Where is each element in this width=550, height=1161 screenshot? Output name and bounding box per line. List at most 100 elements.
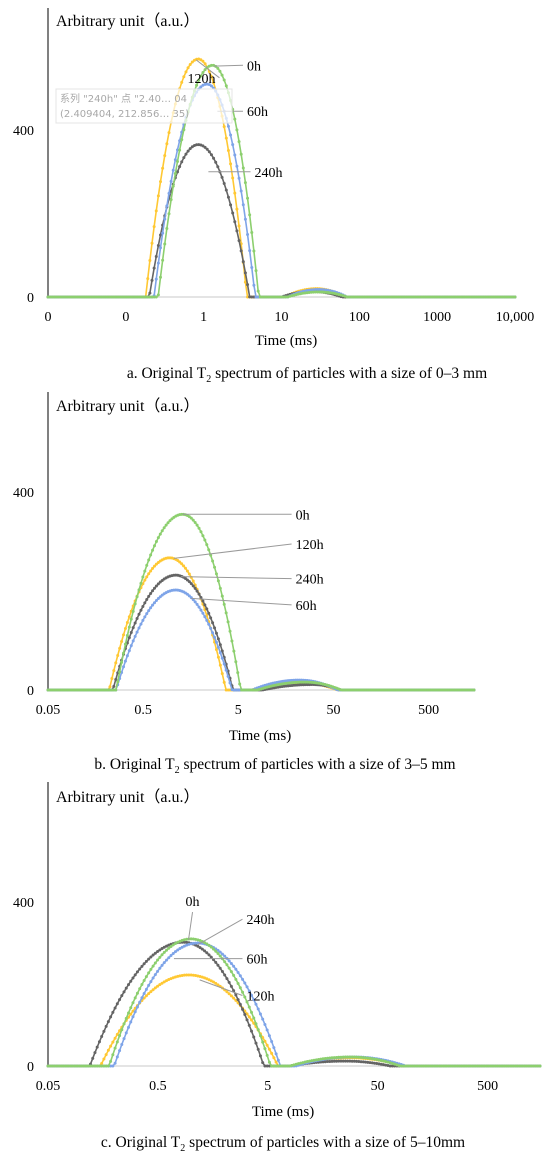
data-point-0h (433, 1064, 437, 1068)
data-point-0h (111, 1053, 115, 1057)
data-point-0h (164, 523, 168, 527)
data-point-60h (234, 967, 238, 971)
data-point-0h (222, 78, 226, 82)
data-point-120h (207, 978, 211, 982)
data-point-240h (256, 1047, 260, 1051)
data-point-0h (158, 955, 162, 959)
data-point-120h (146, 277, 150, 281)
data-point-0h (230, 639, 234, 643)
series-label: 120h (187, 72, 215, 87)
data-point-120h (235, 207, 239, 211)
data-point-0h (488, 295, 492, 299)
data-point-0h (158, 532, 162, 536)
series-label: 60h (247, 105, 268, 120)
label-0h: 0h (213, 59, 261, 74)
data-point-0h (321, 1057, 325, 1061)
data-point-0h (422, 1064, 426, 1068)
data-point-0h (68, 1064, 72, 1068)
data-point-60h (187, 594, 191, 598)
data-point-240h (198, 946, 202, 950)
data-point-240h (229, 984, 233, 988)
data-point-120h (129, 1012, 133, 1016)
data-point-60h (137, 626, 141, 630)
data-point-60h (209, 84, 213, 88)
data-point-120h (232, 996, 236, 1000)
data-point-0h (531, 1064, 535, 1068)
data-point-60h (229, 961, 233, 965)
data-point-60h (149, 980, 153, 984)
data-point-60h (169, 179, 173, 183)
data-point-0h (176, 940, 180, 944)
data-point-240h (114, 677, 118, 681)
data-point-0h (408, 1064, 412, 1068)
data-point-240h (133, 621, 137, 625)
data-point-240h (207, 953, 211, 957)
data-point-0h (59, 295, 63, 299)
data-point-0h (99, 295, 103, 299)
data-point-0h (78, 295, 82, 299)
data-point-120h (191, 973, 195, 977)
data-point-120h (161, 166, 165, 170)
data-point-240h (232, 989, 236, 993)
data-point-0h (112, 295, 116, 299)
data-point-120h (163, 154, 167, 158)
data-point-60h (248, 249, 252, 253)
series-60h (46, 588, 476, 692)
data-point-120h (184, 70, 188, 74)
data-point-120h (150, 241, 154, 245)
data-point-120h (226, 149, 230, 153)
data-point-0h (178, 148, 182, 152)
data-point-120h (110, 677, 114, 681)
data-point-0h (283, 1064, 287, 1068)
data-point-0h (114, 295, 118, 299)
data-point-0h (513, 295, 517, 299)
x-tick-label: 0.5 (149, 1079, 167, 1094)
data-point-0h (77, 1064, 81, 1068)
data-point-240h (131, 976, 135, 980)
data-point-0h (254, 1022, 258, 1026)
data-point-0h (209, 63, 213, 67)
data-point-0h (357, 1055, 361, 1059)
data-point-0h (82, 1064, 86, 1068)
data-point-60h (256, 295, 260, 299)
panel-b-series-labels: 0h 120h 240h 60h (173, 508, 324, 614)
data-point-240h (109, 1015, 113, 1019)
data-point-0h (131, 1001, 135, 1005)
data-point-0h (449, 295, 453, 299)
data-point-0h (270, 1064, 274, 1068)
series-label: 0h (186, 895, 200, 910)
data-point-0h (332, 1056, 336, 1060)
data-point-240h (153, 951, 157, 955)
series-line-60h (48, 589, 474, 691)
data-point-0h (267, 1060, 271, 1064)
data-point-0h (310, 1059, 314, 1063)
data-point-0h (114, 688, 118, 692)
data-point-0h (48, 295, 52, 299)
data-point-240h (258, 1054, 262, 1058)
data-point-0h (279, 1064, 283, 1068)
data-point-60h (144, 987, 148, 991)
data-point-0h (227, 966, 231, 970)
data-point-0h (466, 1064, 470, 1068)
data-point-0h (507, 1064, 511, 1068)
data-point-240h (104, 1024, 108, 1028)
data-point-0h (214, 572, 218, 576)
data-point-240h (162, 945, 166, 949)
data-point-60h (241, 203, 245, 207)
data-point-60h (133, 634, 137, 638)
data-point-60h (151, 976, 155, 980)
data-point-240h (341, 1059, 345, 1063)
data-point-60h (109, 1064, 113, 1068)
data-point-60h (124, 1031, 128, 1035)
panel-a-caption: a. Original T2 spectrum of particles wit… (127, 365, 487, 385)
data-point-0h (120, 295, 124, 299)
tooltip-line-2: (2.409404, 212.856… 35) (60, 109, 189, 120)
data-point-120h (267, 1047, 271, 1051)
data-point-0h (314, 1058, 318, 1062)
data-point-240h (199, 595, 203, 599)
data-point-0h (228, 629, 232, 633)
label-120h: 120h (187, 59, 220, 87)
data-point-0h (352, 295, 356, 299)
data-point-0h (226, 620, 230, 624)
data-point-0h (214, 949, 218, 953)
